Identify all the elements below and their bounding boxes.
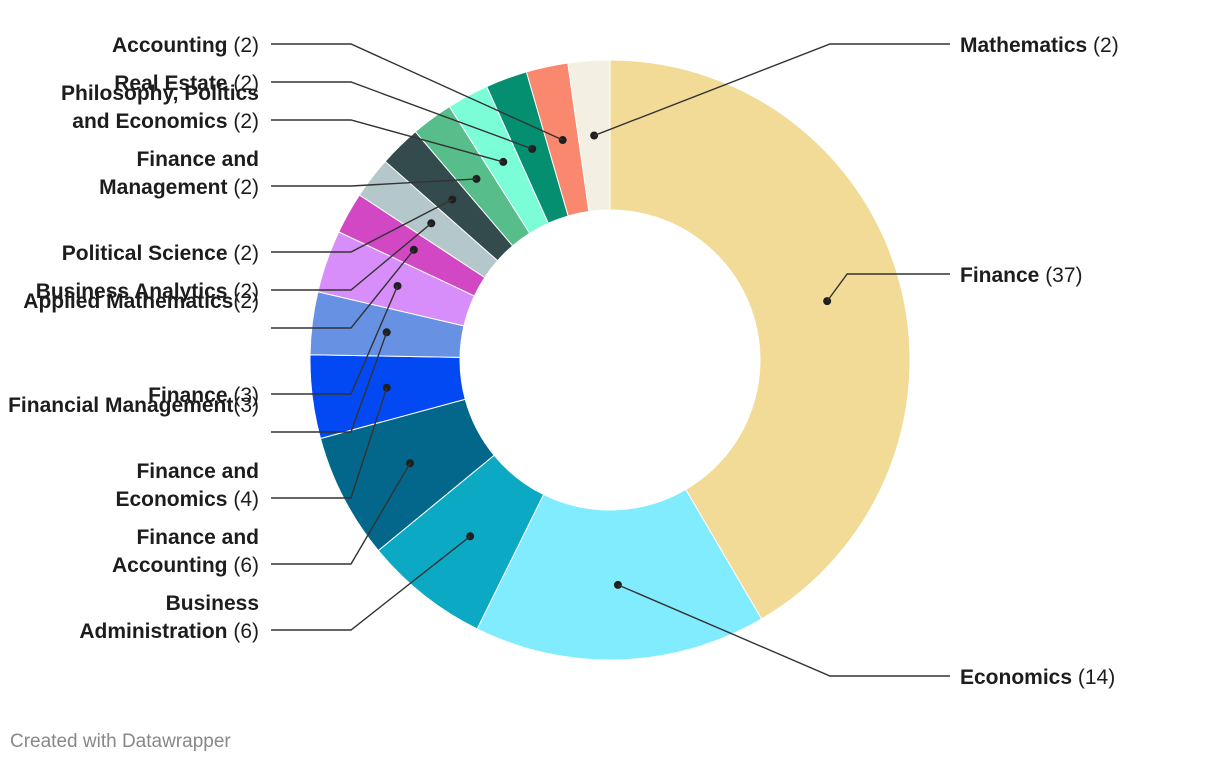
slice-economics-1[interactable] <box>476 488 763 661</box>
label-mathematics-14: Mathematics (2) <box>960 34 1119 57</box>
leader-line <box>617 584 950 677</box>
label-count: (6) <box>228 620 260 643</box>
label-name: and Economics <box>72 110 227 133</box>
label-name: Financial Management <box>8 394 233 417</box>
label-name: Accounting <box>112 554 228 577</box>
leader-line <box>271 119 504 163</box>
label-real-estate-12: Real Estate (2) <box>114 72 259 95</box>
label-count: (2) <box>228 176 260 199</box>
slice-labels: Finance (37) Economics (14) Business Admini… <box>8 34 1119 689</box>
label-name: Political Science <box>62 242 228 265</box>
label-name: Mathematics <box>960 34 1087 57</box>
leader-line <box>826 273 950 302</box>
label-financial-management-5: Financial Management(3) <box>8 394 259 417</box>
leader-line <box>271 198 453 253</box>
label-name: Accounting <box>112 34 228 57</box>
label-accounting-13: Accounting (2) <box>112 34 259 57</box>
label-applied-mathematics-7: Applied Mathematics(2) <box>23 290 259 313</box>
label-name: Finance <box>148 384 227 407</box>
label-political-science-9: Political Science (2) <box>62 242 259 265</box>
label-leader-lines <box>271 43 950 677</box>
label-name: Business <box>166 592 259 615</box>
label-name: Administration <box>79 620 227 643</box>
label-economics-1: Economics (14) <box>960 666 1115 689</box>
label-name: Finance and <box>136 460 259 483</box>
label-name: Finance and <box>136 148 259 171</box>
leader-line <box>271 285 399 395</box>
label-finance-and-management-10: Finance and Management (2) <box>99 148 259 199</box>
label-name: Economics <box>115 488 227 511</box>
leader-line <box>271 249 415 329</box>
label-count: (2) <box>228 242 260 265</box>
leader-line <box>271 535 471 631</box>
leader-line <box>271 178 477 187</box>
label-count: (14) <box>1072 666 1115 689</box>
leader-line <box>271 387 388 499</box>
slice-finance-0[interactable] <box>609 59 911 620</box>
label-philosophy-politics-and-economics-11: Philosophy, Politics and Economics (2) <box>61 82 259 133</box>
label-count: (2) <box>1087 34 1119 57</box>
label-business-analytics-8: Business Analytics (2) <box>36 280 259 303</box>
label-finance-0: Finance (37) <box>960 264 1083 287</box>
label-name: Finance and <box>136 526 259 549</box>
donut-slices <box>309 59 911 661</box>
label-finance-6: Finance (3) <box>148 384 259 407</box>
label-finance-and-economics-4: Finance and Economics (4) <box>115 460 259 511</box>
label-name: Business Analytics <box>36 280 228 303</box>
label-count: (2) <box>228 110 260 133</box>
label-count: (2) <box>228 72 260 95</box>
label-count: (37) <box>1039 264 1082 287</box>
leader-line <box>271 462 411 565</box>
leader-line <box>593 43 950 137</box>
label-name: Real Estate <box>114 72 227 95</box>
label-count: (6) <box>228 554 260 577</box>
label-name: Applied Mathematics <box>23 290 233 313</box>
label-count: (2) <box>228 280 260 303</box>
label-finance-and-accounting-3: Finance and Accounting (6) <box>112 526 259 577</box>
label-name: Philosophy, Politics <box>61 82 259 105</box>
label-name: Economics <box>960 666 1072 689</box>
slice-mathematics-14[interactable] <box>567 59 611 213</box>
label-count: (2) <box>233 290 259 313</box>
label-count: (3) <box>228 384 260 407</box>
leader-line <box>271 222 432 291</box>
leader-line <box>271 81 533 150</box>
label-name: Finance <box>960 264 1039 287</box>
leader-line <box>271 332 388 433</box>
datawrapper-credit[interactable]: Created with Datawrapper <box>10 731 231 752</box>
label-count: (4) <box>228 488 260 511</box>
leader-line <box>271 43 563 141</box>
label-name: Management <box>99 176 227 199</box>
label-count: (2) <box>228 34 260 57</box>
label-count: (3) <box>233 394 259 417</box>
label-business-administration-2: Business Administration (6) <box>79 592 259 643</box>
